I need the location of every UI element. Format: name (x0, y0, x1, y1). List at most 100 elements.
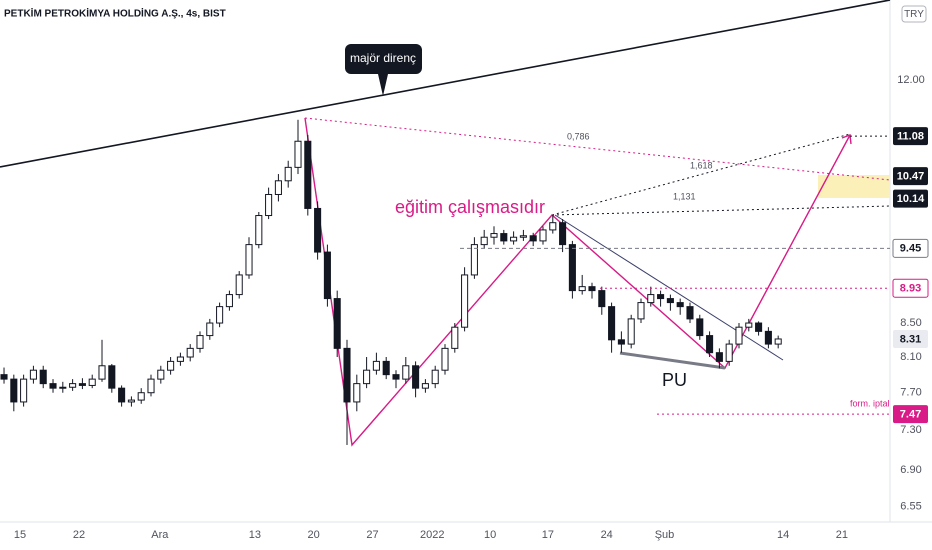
candle-body (451, 326, 459, 349)
candle-body (206, 322, 214, 337)
callout-pointer (378, 74, 388, 96)
candle-body (196, 335, 204, 349)
drawings: majör direnç eğitim çalışmasıdır 0,786 1… (0, 0, 891, 447)
candle-body (157, 369, 165, 380)
x-tick-label: 17 (542, 529, 554, 541)
x-tick-label: 13 (249, 529, 261, 541)
candle-body (725, 343, 733, 362)
y-tick-label: 12.00 (897, 74, 925, 86)
candle-body (78, 383, 86, 386)
currency-label: TRY (904, 9, 924, 20)
candle-body (402, 365, 410, 380)
candle-body (372, 360, 380, 371)
candle-body (745, 322, 753, 328)
price-badge-label: 10.14 (897, 193, 925, 205)
candle-body (627, 318, 635, 345)
candle-body (715, 352, 723, 362)
candle-body (10, 378, 18, 403)
candle-body (29, 369, 37, 380)
candle-body (255, 215, 263, 246)
x-tick-label: 21 (836, 529, 848, 541)
pattern-label: PU (662, 370, 687, 390)
price-badge (893, 329, 928, 348)
candle-body (470, 244, 478, 276)
candle-body (696, 318, 704, 337)
candle-body (461, 274, 469, 328)
candle-body (304, 140, 312, 209)
candle-body (49, 383, 57, 389)
price-badge-label: 8.93 (900, 283, 921, 295)
candle-body (216, 306, 224, 324)
x-tick-label: 15 (14, 529, 26, 541)
candle-body (235, 274, 243, 296)
x-tick-label: 14 (777, 529, 789, 541)
x-tick-label: 2022 (420, 529, 444, 541)
candle-body (519, 235, 527, 238)
symbol-title: PETKİM PETROKİMYA HOLDİNG A.Ş., 4s, BIST (4, 7, 226, 20)
candle-body (441, 347, 449, 371)
candle-body (343, 347, 351, 403)
candle-body (764, 330, 772, 345)
x-tick-label: 10 (484, 529, 496, 541)
candle-body (706, 335, 714, 354)
candle-body (421, 383, 429, 389)
price-badge (892, 278, 929, 298)
candle-body (176, 356, 184, 362)
candle-body (559, 222, 567, 246)
candle-body (0, 374, 8, 380)
candle-body (108, 365, 116, 389)
candle-body (294, 140, 302, 168)
candle-body (480, 236, 488, 246)
y-tick-label: 6.90 (900, 464, 921, 476)
candle-body (529, 235, 537, 242)
candle-body (657, 294, 665, 300)
candle-body (323, 251, 331, 300)
price-badge (892, 238, 929, 258)
candle-body (333, 298, 341, 349)
candle-body (274, 180, 282, 195)
note-text: eğitim çalışmasıdır (395, 197, 545, 217)
y-tick-label: 8.50 (900, 317, 921, 329)
price-badge (893, 189, 928, 208)
x-tick-label: Ara (151, 529, 169, 541)
price-badge-label: 11.08 (897, 131, 924, 143)
x-tick-label: 22 (73, 529, 85, 541)
fib-line (551, 205, 891, 216)
callout-box (345, 44, 422, 74)
candle-body (578, 286, 586, 292)
candle-body (382, 360, 390, 376)
candle-body (608, 306, 616, 341)
resistance-line (0, 0, 891, 168)
candle-body (676, 302, 684, 308)
x-tick-label: 20 (308, 529, 320, 541)
candle-body (539, 229, 547, 242)
trend-line (554, 214, 784, 361)
candle-body (431, 369, 439, 385)
candle-body (568, 244, 576, 292)
candle-body (637, 302, 645, 320)
candle-body (118, 387, 126, 403)
price-badge-label: 7.47 (900, 409, 921, 421)
candles (0, 119, 782, 445)
candle-body (127, 399, 135, 403)
price-badge (893, 405, 928, 424)
price-badge (893, 167, 928, 186)
candle-body (774, 338, 782, 345)
candle-body (147, 378, 155, 394)
arrow-head (841, 134, 852, 145)
candle-body (59, 386, 67, 389)
candle-body (245, 244, 253, 276)
candle-body (647, 294, 655, 304)
price-badge-label: 8.31 (900, 333, 921, 345)
x-tick-label: Şub (655, 529, 675, 541)
candle-body (490, 233, 498, 238)
candle-body (137, 392, 145, 401)
candle-body (88, 378, 96, 386)
fib-label: 1,131 (673, 191, 696, 201)
candle-body (363, 369, 371, 385)
candle-body (353, 383, 361, 403)
candle-body (314, 207, 322, 253)
candle-body (265, 193, 273, 217)
